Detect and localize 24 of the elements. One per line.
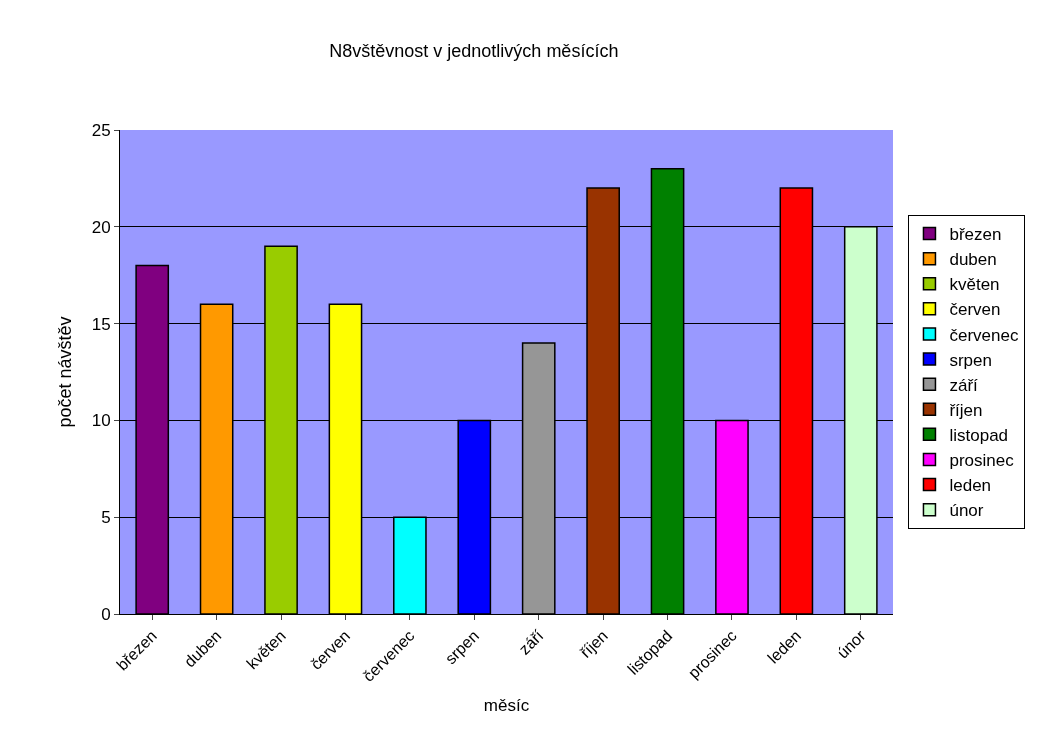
legend-label: květen: [949, 275, 1000, 295]
legend-label: březen: [949, 225, 1002, 245]
y-tick-label: 10: [91, 411, 111, 431]
legend-label: listopad: [949, 425, 1009, 445]
y-tick-label: 20: [91, 217, 111, 237]
legend-label: leden: [949, 476, 992, 496]
x-tick-label: únor: [833, 626, 870, 662]
y-axis-title: počet návštěv: [54, 316, 75, 428]
legend-label: červen: [949, 300, 1001, 320]
legend-label: červenec: [949, 325, 1019, 345]
legend-label: říjen: [949, 400, 983, 420]
y-tick-label: 0: [101, 604, 111, 624]
chart-title: N8vštěvnost v jednotlivých měsících: [329, 41, 619, 62]
legend-label: duben: [949, 250, 997, 270]
y-tick-label: 5: [101, 508, 111, 528]
legend-label: prosinec: [949, 451, 1015, 471]
x-axis-title: měsíc: [483, 696, 530, 716]
legend-label: září: [949, 375, 979, 395]
legend-label: únor: [949, 501, 984, 521]
y-tick-label: 25: [91, 120, 111, 140]
y-tick-label: 15: [91, 314, 111, 334]
x-tick-label: říjen: [576, 626, 611, 661]
legend-label: srpen: [949, 350, 992, 370]
x-tick-label: září: [515, 626, 547, 658]
